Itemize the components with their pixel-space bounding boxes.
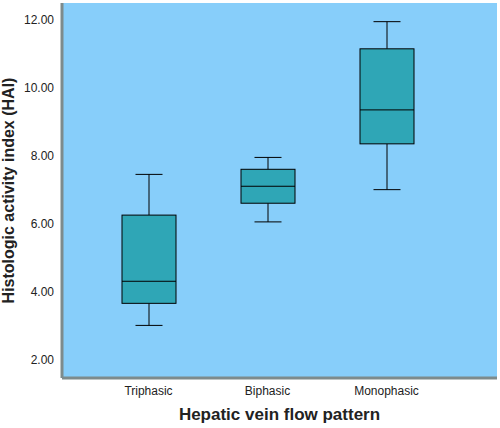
svg-text:Triphasic: Triphasic xyxy=(124,384,172,398)
svg-text:12.00: 12.00 xyxy=(24,13,54,27)
svg-text:10.00: 10.00 xyxy=(24,81,54,95)
svg-text:2.00: 2.00 xyxy=(31,353,55,367)
svg-text:4.00: 4.00 xyxy=(31,285,55,299)
svg-text:Hepatic vein flow pattern: Hepatic vein flow pattern xyxy=(179,405,380,424)
svg-text:Biphasic: Biphasic xyxy=(245,384,290,398)
svg-text:8.00: 8.00 xyxy=(31,149,55,163)
svg-text:6.00: 6.00 xyxy=(31,217,55,231)
svg-text:Monophasic: Monophasic xyxy=(354,384,419,398)
svg-text:Histologic activity index (HAI: Histologic activity index (HAI) xyxy=(0,78,17,304)
